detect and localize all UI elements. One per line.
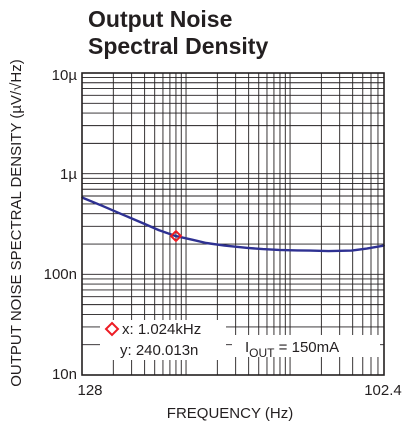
data-point [278,248,280,251]
data-point [309,249,312,252]
data-point [327,250,330,253]
data-point [365,247,368,250]
y-tick-label-10n: 10n [52,366,77,383]
data-point [223,244,226,247]
cursor-label-x: x: 1.024kHz [122,321,201,338]
data-point [192,238,195,241]
condition-label: IOUT = 150mA [245,339,339,360]
cursor-marker [169,229,183,243]
legend-cursor-marker-icon [104,321,120,337]
data-point [142,222,145,225]
plot-frame [81,72,385,376]
y-tick-label-10u: 10µ [52,67,78,84]
data-point [296,249,299,252]
x-tick-label-102-4: 102.4 [364,382,402,399]
x-tick-label-128: 128 [77,382,102,399]
data-point [246,247,249,249]
cursor-label-box [100,320,226,360]
data-point [350,249,353,252]
data-point [119,212,122,215]
y-tick-label-1u: 1µ [60,166,77,183]
series-line-output-noise [81,196,385,253]
chart-title-line-1: Output Noise [88,6,232,32]
condition-label-box [232,335,380,357]
x-axis-label: FREQUENCY (Hz) [167,405,293,422]
data-point [101,204,104,207]
data-point [261,248,264,251]
cursor-label-y: y: 240.013n [120,342,198,359]
data-points [81,196,385,253]
y-tick-label-100n: 100n [44,266,77,283]
data-point [205,242,208,244]
data-point [175,235,177,237]
grid-lines [81,73,384,376]
data-point [157,229,160,232]
chart-title-line-2: Spectral Density [88,33,268,59]
y-axis-label: OUTPUT NOISE SPECTRAL DENSITY (µV/√Hz) [8,59,25,386]
